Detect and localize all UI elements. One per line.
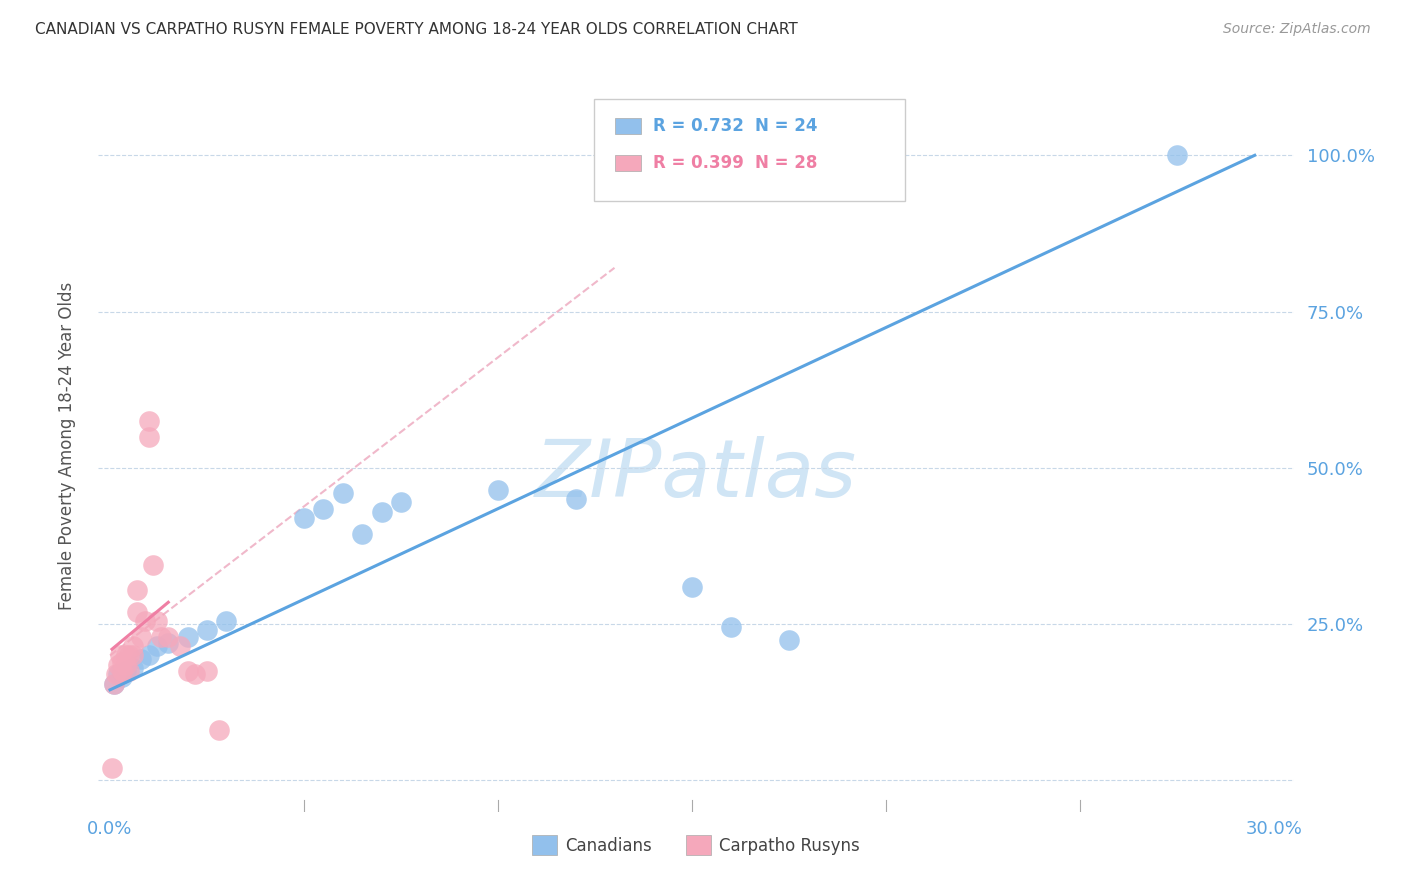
Text: R = 0.399: R = 0.399: [652, 154, 744, 172]
Point: [127, 582, 149, 597]
Point: [122, 639, 145, 653]
Text: R = 0.732: R = 0.732: [652, 118, 744, 136]
Point: [138, 414, 160, 428]
Point: [681, 580, 703, 594]
Point: [114, 648, 136, 663]
Text: ZIPatlas: ZIPatlas: [534, 436, 858, 515]
Point: [389, 495, 412, 509]
Point: [138, 648, 160, 663]
Point: [184, 667, 207, 681]
Point: [370, 505, 392, 519]
Point: [352, 526, 374, 541]
Point: [103, 676, 125, 690]
Legend: Canadians, Carpatho Rusyns: Canadians, Carpatho Rusyns: [526, 829, 866, 862]
Point: [145, 639, 167, 653]
Point: [101, 761, 124, 775]
Point: [114, 664, 136, 678]
Point: [138, 429, 160, 443]
Point: [195, 624, 218, 638]
Text: CANADIAN VS CARPATHO RUSYN FEMALE POVERTY AMONG 18-24 YEAR OLDS CORRELATION CHAR: CANADIAN VS CARPATHO RUSYN FEMALE POVERT…: [35, 22, 797, 37]
Point: [564, 492, 586, 507]
Text: N = 28: N = 28: [755, 154, 817, 172]
Y-axis label: Female Poverty Among 18-24 Year Olds: Female Poverty Among 18-24 Year Olds: [58, 282, 76, 610]
Point: [111, 670, 134, 684]
Point: [107, 657, 129, 672]
Point: [118, 648, 141, 663]
Point: [111, 664, 134, 678]
FancyBboxPatch shape: [614, 155, 641, 171]
Point: [208, 723, 231, 738]
Point: [778, 632, 800, 647]
Point: [215, 614, 238, 628]
Text: N = 24: N = 24: [755, 118, 817, 136]
Point: [312, 501, 335, 516]
Point: [195, 664, 218, 678]
Point: [157, 630, 180, 644]
Point: [104, 667, 127, 681]
Point: [103, 676, 125, 690]
FancyBboxPatch shape: [595, 99, 905, 201]
FancyBboxPatch shape: [614, 119, 641, 135]
Point: [111, 655, 134, 669]
Point: [107, 667, 129, 681]
Point: [142, 558, 165, 572]
Point: [114, 657, 136, 672]
Point: [134, 614, 156, 628]
Point: [1166, 148, 1188, 162]
Point: [145, 614, 167, 628]
Point: [122, 661, 145, 675]
Point: [292, 511, 315, 525]
Point: [176, 664, 198, 678]
Point: [332, 486, 354, 500]
Point: [149, 630, 172, 644]
Point: [127, 605, 149, 619]
Text: Source: ZipAtlas.com: Source: ZipAtlas.com: [1223, 22, 1371, 37]
Point: [129, 630, 152, 644]
Point: [486, 483, 509, 497]
Point: [176, 630, 198, 644]
Point: [720, 620, 742, 634]
Point: [118, 664, 141, 678]
Point: [169, 639, 191, 653]
Point: [108, 648, 131, 663]
Point: [129, 651, 152, 665]
Point: [157, 636, 180, 650]
Point: [122, 648, 145, 663]
